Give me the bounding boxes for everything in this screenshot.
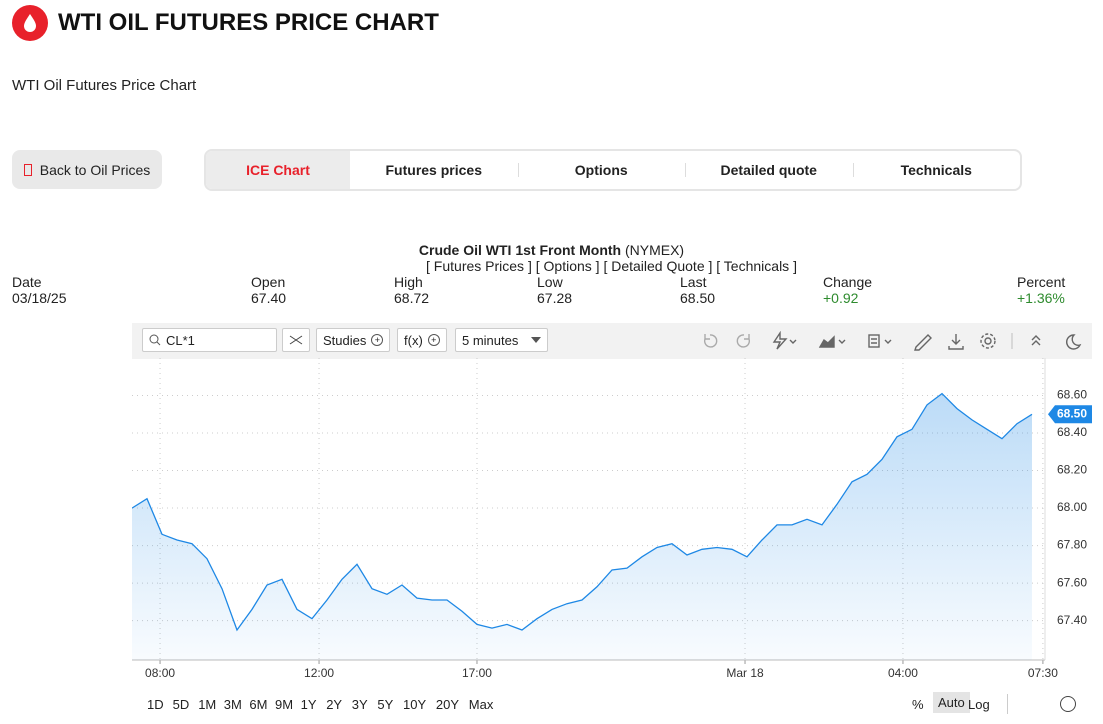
link[interactable]: [ Futures Prices ] [426, 258, 532, 274]
back-button[interactable]: Back to Oil Prices [12, 150, 162, 189]
y-tick-label: 68.20 [1057, 463, 1087, 477]
tab[interactable]: Options [517, 151, 686, 189]
range-button[interactable]: 5D [172, 697, 190, 712]
quote-label: Open [251, 274, 286, 290]
symbol: CL*1 [166, 332, 195, 348]
line [132, 392, 1033, 632]
quote-column: Percent +1.36% [1017, 274, 1065, 306]
interval: 5 minutes [462, 332, 519, 348]
back-label: Back to Oil Prices [39, 161, 151, 178]
help-icon[interactable] [1060, 696, 1076, 712]
quote-column: Open 67.40 [251, 274, 286, 306]
quote-label: Change [823, 274, 873, 290]
quote-title: Crude Oil WTI 1st Front Month (NYMEX) [0, 242, 1103, 258]
fx-label: f(x) [404, 332, 423, 348]
tab[interactable]: Detailed quote [685, 151, 853, 189]
y-tick-label: 67.40 [1057, 613, 1087, 627]
drop-icon [24, 14, 36, 32]
tab[interactable]: Futures prices [385, 162, 482, 178]
quote-value: 68.50 [680, 290, 716, 306]
x-tick-label: 08:00 [145, 666, 175, 680]
exchange: (NYMEX) [624, 242, 685, 258]
range-button[interactable]: 1D [147, 697, 164, 712]
quote-label: Low [537, 274, 563, 290]
quote-column: Change +0.92 [823, 274, 872, 306]
fx-button[interactable]: f(x) + [397, 328, 447, 352]
quote-value: 03/18/25 [12, 290, 67, 306]
chart-toolbar: CL*1 Studies + f(x) + 5 minutes [132, 323, 1092, 359]
quote-value: +0.92 [823, 290, 859, 306]
x-tick-label: Mar 18 [726, 666, 764, 680]
range-bar: 1D 5D 1M 3M 6M 9M 1Y 2Y 3Y 5Y 10Y 20Y Max% Auto Log [132, 688, 1092, 722]
shuffle-icon [289, 335, 303, 345]
icon [23, 163, 32, 176]
range-button[interactable]: 2Y [326, 697, 343, 712]
quote-label: Percent [1017, 274, 1066, 290]
scale-option[interactable]: Auto [933, 692, 970, 713]
range-button[interactable]: 9M [275, 697, 294, 712]
quote-value: +1.36% [1017, 290, 1065, 306]
tab[interactable]: ICE Chart [206, 151, 350, 189]
y-tick-label: 67.80 [1057, 538, 1087, 552]
quote-label: Date [12, 274, 42, 290]
logo [12, 5, 48, 41]
link[interactable]: [ Detailed Quote ] [603, 258, 713, 274]
quote-column: Date 03/18/25 [12, 274, 67, 306]
x-tick-label: 17:00 [462, 666, 492, 680]
range-button[interactable]: 3Y [351, 697, 368, 712]
quote-label: Last [680, 274, 707, 290]
last-price-label: 68.50 [1057, 406, 1087, 420]
quote-column: Low 67.28 [537, 274, 572, 306]
range-button[interactable]: 1Y [300, 697, 317, 712]
range-button[interactable]: 20Y [435, 697, 460, 712]
y-tick-label: 68.40 [1057, 425, 1087, 439]
quote-name: Crude Oil WTI 1st Front Month [418, 242, 622, 258]
studies-label: Studies [323, 332, 367, 348]
separator [1007, 694, 1008, 714]
quote-column: High 68.72 [394, 274, 429, 306]
quote-links: [ Futures Prices ] [ Options ] [ Detaile… [0, 258, 1103, 274]
chart: 67.40 67.60 67.80 68.00 68.20 68.40 68.60 08:00… [132, 358, 1092, 680]
range-button[interactable]: 5Y [377, 697, 394, 712]
quote-column: Last 68.50 [680, 274, 715, 306]
quote-value: 67.28 [537, 290, 573, 306]
studies-button[interactable]: Studies + [316, 328, 391, 352]
y-tick-label: 68.00 [1057, 500, 1087, 514]
range-button[interactable]: 1M [198, 697, 217, 712]
tabs: ICE Chart Futures prices Options Detaile… [204, 149, 1022, 191]
link[interactable]: [ Options ] [535, 258, 600, 274]
area [132, 393, 1032, 660]
y-tick-label: 67.60 [1057, 575, 1087, 589]
x-tick-label: 07:30 [1028, 666, 1058, 680]
scale-option[interactable]: % [912, 697, 924, 712]
quote-label: High [394, 274, 423, 290]
plus-icon: + [427, 334, 440, 346]
range-button[interactable]: 6M [249, 697, 268, 712]
compare-button[interactable] [282, 328, 310, 352]
caret [531, 337, 541, 343]
link[interactable]: [ Technicals ] [716, 258, 797, 274]
subtitle: WTI Oil Futures Price Chart [12, 77, 197, 94]
range-button[interactable]: Max [468, 697, 494, 712]
quote-value: 68.72 [394, 290, 430, 306]
x-tick-label: 12:00 [304, 666, 334, 680]
last-price-tag [1048, 405, 1092, 424]
interval-select[interactable]: 5 minutes [455, 328, 548, 352]
toolbar-icons[interactable] [702, 331, 1082, 351]
scale-option[interactable]: Log [968, 697, 990, 712]
y-tick-label: 68.60 [1057, 388, 1087, 402]
plus-icon: + [371, 334, 384, 346]
search-icon [149, 334, 161, 346]
tab[interactable]: Technicals [852, 151, 1021, 189]
range-button[interactable]: 3M [223, 697, 242, 712]
symbol-input[interactable]: CL*1 [142, 328, 277, 352]
quote-value: 67.40 [251, 290, 287, 306]
range-button[interactable]: 10Y [403, 697, 427, 712]
page-title: WTI OIL FUTURES PRICE CHART [58, 9, 439, 36]
x-tick-label: 04:00 [888, 666, 918, 680]
